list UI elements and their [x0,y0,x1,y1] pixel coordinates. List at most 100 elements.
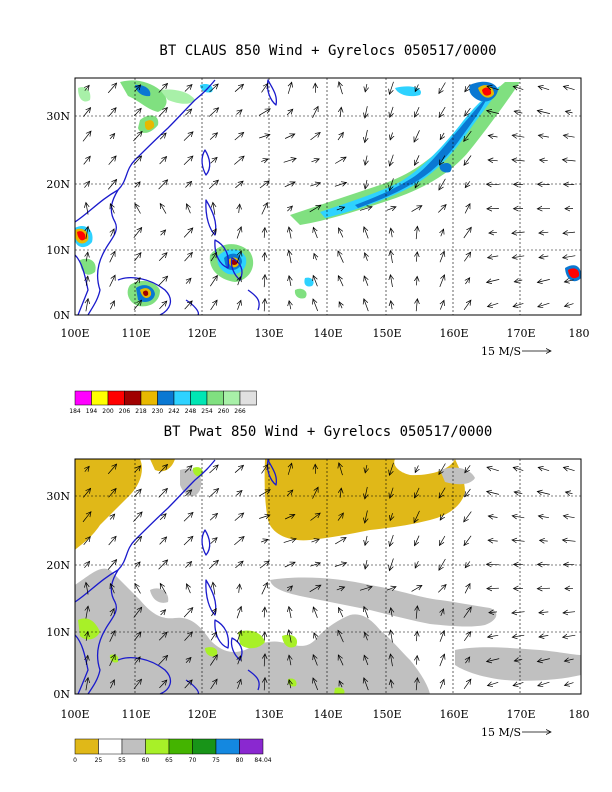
top-wind-vector [234,84,244,92]
top-wind-vector [390,154,394,166]
top-wind-vector [264,253,265,262]
top-wind-vector [208,180,218,189]
top-map: BT CLAUS 850 Wind + Gyrelocs 050517/0000 [46,43,589,415]
top-wind-vector [390,132,392,140]
bottom-wind-vector [539,635,549,637]
top-wind-vector [337,132,343,141]
top-wind-vector [563,232,576,233]
bottom-colorbar-tick-label: 80 [236,757,244,764]
top-wind-vector [184,301,193,310]
top-wind-vector [489,232,497,233]
bottom-wind-vector [364,678,369,691]
top-wind-vector [438,205,446,213]
top-colorbar-swatch [173,390,191,406]
bottom-wind-vector [537,491,550,494]
top-wind-vector [411,206,422,212]
top-lon-100: 100E [60,327,89,340]
bottom-wind-vector [563,467,575,470]
top-wind-vector [210,300,218,311]
bottom-wind-vector [488,540,498,541]
top-colorbar-tick-label: 242 [168,408,180,415]
top-lon-140: 140E [313,327,342,340]
bottom-wind-vector [335,538,346,545]
bottom-wind-vector [487,491,500,494]
bottom-wind-vector [390,534,394,546]
top-wind-vector [365,84,367,92]
top-colorbar-tick-label: 218 [135,408,147,415]
bottom-wind-vector [440,679,444,689]
bottom-wind-vector [513,467,524,470]
bottom-wind-vector [439,654,445,667]
top-wind-vector [563,86,575,89]
top-wind-vector [133,300,142,311]
bottom-wind-vector [110,584,114,594]
bottom-wind-vector [416,678,417,691]
bottom-lon-110: 110E [121,708,150,721]
top-wind-vector [211,229,216,237]
top-wind-vector [289,276,291,286]
top-wind-vector [439,82,446,94]
bottom-wind-vector [86,678,88,691]
top-wind-vector [110,204,114,214]
bottom-wind-vector [390,654,392,667]
bottom-wind-vector [288,463,292,475]
top-wind-vector [133,131,142,142]
top-wind-vector [284,134,295,139]
top-wind-vector [161,230,166,236]
top-lon-120: 120E [187,327,216,340]
bottom-lon-180: 180 [569,708,590,721]
top-wind-vector [487,86,499,90]
bottom-wind-vector [238,656,241,665]
bottom-wind-vector [184,680,193,689]
top-wind-vector [135,182,140,188]
top-wind-vector [289,227,291,239]
bottom-wind-vector [133,512,142,522]
bottom-wind-vector [208,489,219,498]
bottom-wind-vector [135,562,140,568]
top-wind-vector [339,228,344,238]
top-wind-vector [184,85,192,92]
top-wind-vector [540,160,548,161]
bottom-wind-vector [465,561,470,567]
bottom-wind-vector [259,515,270,519]
top-wind-vector [158,276,168,286]
bottom-wind-vector [86,632,88,641]
top-colorbar-tick-label: 266 [234,408,246,415]
top-wind-vector [340,107,341,117]
top-wind-vector [213,202,215,215]
bottom-wind-vector [512,540,525,541]
top-wind-vector [310,133,321,141]
top-wind-vector [235,181,243,189]
top-wind-vector [364,276,368,286]
bottom-wind-vector [186,657,191,664]
top-wind-vector [209,84,219,93]
bottom-wind-vector [234,513,244,521]
bottom-colorbar-tick-label: 60 [142,757,150,764]
bottom-wind-vector [540,540,548,541]
top-wind-vector [439,178,446,190]
top-wind-vector [159,301,166,310]
top-wind-vector [313,299,319,312]
bottom-wind-vector [513,682,524,685]
bottom-wind-vector [339,463,343,476]
top-colorbar-swatch [74,390,92,406]
top-wind-vector [563,135,575,137]
bottom-wind-vector [235,561,243,569]
top-vector-scale: 15 M/S [481,345,551,358]
bottom-wind-vector [287,586,292,591]
bottom-wind-vector [563,635,576,637]
top-wind-vector [487,279,500,282]
top-wind-vector [365,155,367,166]
bottom-wind-vector [289,655,291,666]
top-wind-vector [415,84,418,92]
bottom-wind-vector [85,466,89,472]
bottom-map: BT Pwat 850 Wind + Gyrelocs 050517/0000 [46,424,589,764]
top-wind-vector [391,228,393,238]
top-wind-vector [283,158,296,163]
top-colorbar-swatch [190,390,208,406]
top-wind-vector [365,129,368,143]
top-wind-vector [416,299,417,312]
top-wind-vector [539,256,549,258]
top-wind-vector [289,301,291,310]
